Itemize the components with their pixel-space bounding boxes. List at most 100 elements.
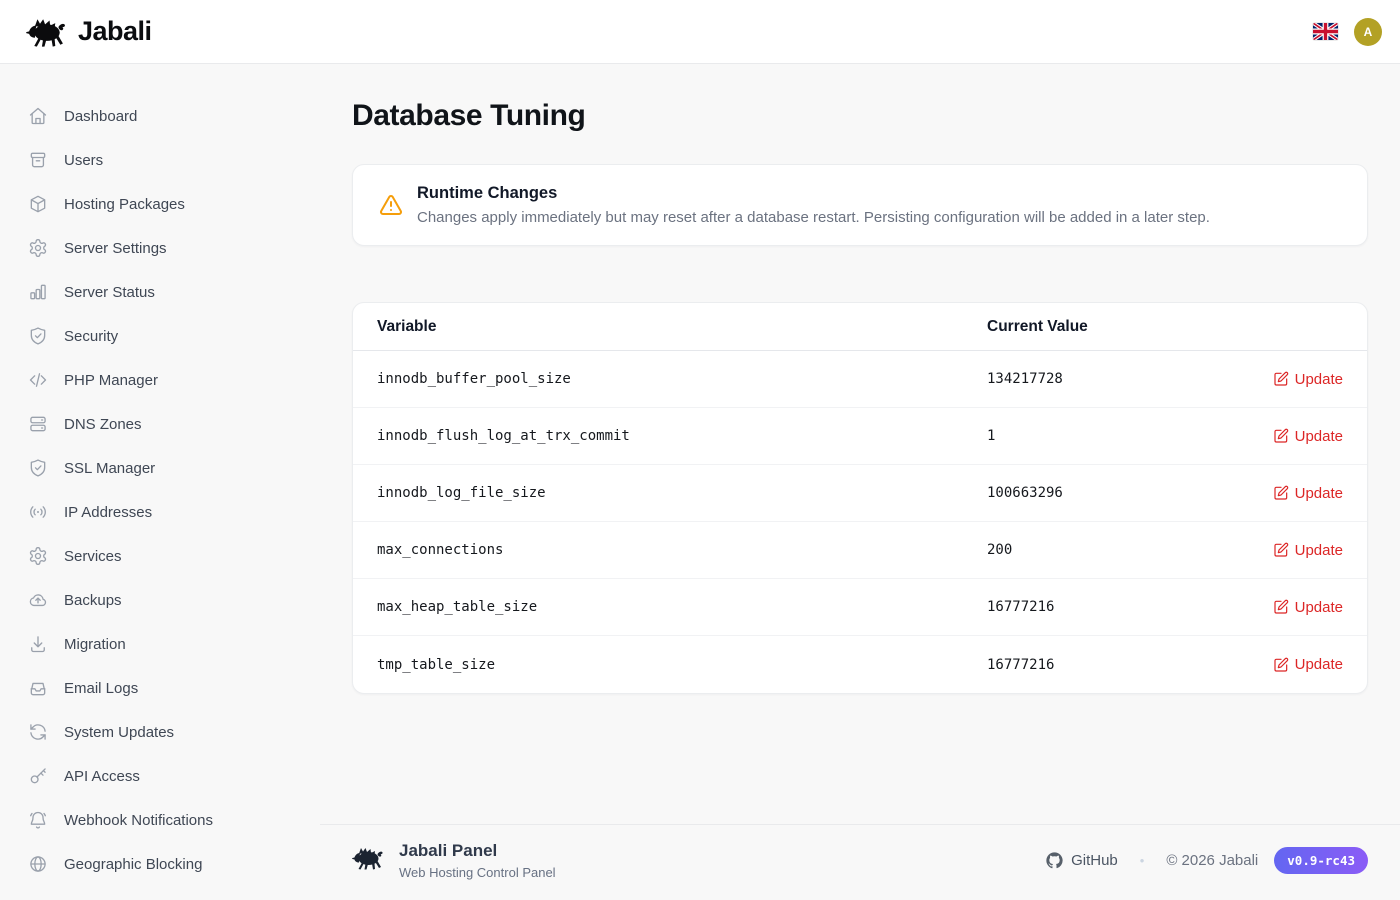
github-label: GitHub: [1071, 852, 1118, 869]
variable-name: innodb_log_file_size: [377, 485, 546, 501]
sidebar-item-label: Geographic Blocking: [64, 855, 203, 873]
top-header: Jabali A: [0, 0, 1400, 64]
table-row: max_heap_table_size 16777216 Update: [353, 579, 1367, 636]
variable-value: 100663296: [987, 485, 1063, 501]
language-flag-uk[interactable]: [1313, 23, 1338, 40]
table-row: max_connections 200 Update: [353, 522, 1367, 579]
variable-value: 200: [987, 542, 1013, 558]
sidebar-item-label: Server Status: [64, 283, 155, 301]
sidebar-item-label: Security: [64, 327, 119, 345]
sidebar-item-services[interactable]: Services: [0, 534, 320, 578]
broadcast-icon: [28, 502, 48, 522]
shield-check-icon: [28, 326, 48, 346]
sidebar-item-label: Backups: [64, 591, 122, 609]
sidebar-item-server-settings[interactable]: Server Settings: [0, 226, 320, 270]
github-link[interactable]: GitHub: [1046, 852, 1118, 869]
version-badge: v0.9-rc43: [1274, 847, 1368, 874]
sidebar-item-label: PHP Manager: [64, 371, 158, 389]
github-icon: [1046, 852, 1063, 869]
table-header-row: Variable Current Value: [353, 303, 1367, 351]
sidebar-item-migration[interactable]: Migration: [0, 622, 320, 666]
sidebar-item-server-status[interactable]: Server Status: [0, 270, 320, 314]
footer-separator: •: [1139, 853, 1145, 868]
db-variables-table: Variable Current Value innodb_buffer_poo…: [352, 302, 1368, 694]
sidebar-item-label: Users: [64, 151, 104, 169]
brand-name: Jabali: [78, 16, 152, 46]
footer-brand: Jabali Panel: [399, 841, 498, 860]
boar-footer-icon: [352, 846, 385, 875]
sidebar-item-label: Services: [64, 547, 122, 565]
variable-value: 134217728: [987, 371, 1063, 387]
sidebar-item-system-updates[interactable]: System Updates: [0, 710, 320, 754]
refresh-icon: [28, 722, 48, 742]
warning-triangle-icon: [379, 193, 403, 217]
update-button[interactable]: Update: [1273, 485, 1343, 502]
update-button[interactable]: Update: [1273, 542, 1343, 559]
brand-logo[interactable]: Jabali: [26, 16, 152, 48]
gear-icon: [28, 238, 48, 258]
edit-icon: [1274, 485, 1288, 500]
shield-check-icon: [28, 458, 48, 478]
sidebar-item-ssl-manager[interactable]: SSL Manager: [0, 446, 320, 490]
server-stack-icon: [28, 414, 48, 434]
table-row: tmp_table_size 16777216 Update: [353, 636, 1367, 693]
edit-icon: [1274, 657, 1288, 672]
sidebar-item-backups[interactable]: Backups: [0, 578, 320, 622]
users-icon: [28, 150, 48, 170]
variable-value: 16777216: [987, 599, 1055, 615]
sidebar-item-dashboard[interactable]: Dashboard: [0, 94, 320, 138]
sidebar-item-label: DNS Zones: [64, 415, 142, 433]
footer-copyright: © 2026 Jabali: [1166, 852, 1259, 869]
user-avatar[interactable]: A: [1354, 17, 1382, 46]
sidebar-item-webhook-notifications[interactable]: Webhook Notifications: [0, 798, 320, 842]
edit-icon: [1274, 371, 1288, 386]
sidebar-item-email-logs[interactable]: Email Logs: [0, 666, 320, 710]
cloud-upload-icon: [28, 590, 48, 610]
sidebar-item-php-manager[interactable]: PHP Manager: [0, 358, 320, 402]
sidebar-item-label: Dashboard: [64, 107, 138, 125]
sidebar-item-label: Migration: [64, 635, 126, 653]
sidebar-item-label: Email Logs: [64, 679, 139, 697]
update-button[interactable]: Update: [1273, 656, 1343, 673]
sidebar-item-label: Server Settings: [64, 239, 167, 257]
sidebar-item-api-access[interactable]: API Access: [0, 754, 320, 798]
sidebar-item-users[interactable]: Users: [0, 138, 320, 182]
sidebar-item-security[interactable]: Security: [0, 314, 320, 358]
code-icon: [28, 370, 48, 390]
page-title: Database Tuning: [352, 99, 586, 132]
footer-tagline: Web Hosting Control Panel: [399, 865, 556, 880]
table-row: innodb_log_file_size 100663296 Update: [353, 465, 1367, 522]
gear-icon: [28, 546, 48, 566]
runtime-changes-alert: Runtime Changes Changes apply immediatel…: [352, 164, 1368, 246]
bell-icon: [28, 810, 48, 830]
edit-icon: [1274, 599, 1288, 614]
sidebar-item-geographic-blocking[interactable]: Geographic Blocking: [0, 842, 320, 886]
sidebar-item-hosting-packages[interactable]: Hosting Packages: [0, 182, 320, 226]
key-icon: [28, 766, 48, 786]
alert-message: Changes apply immediately but may reset …: [417, 209, 1210, 226]
sidebar-item-label: API Access: [64, 767, 140, 785]
sidebar-item-dns-zones[interactable]: DNS Zones: [0, 402, 320, 446]
sidebar-item-label: SSL Manager: [64, 459, 156, 477]
table-row: innodb_buffer_pool_size 134217728 Update: [353, 351, 1367, 408]
update-button[interactable]: Update: [1273, 371, 1343, 388]
sidebar-item-ip-addresses[interactable]: IP Addresses: [0, 490, 320, 534]
main-content: Database Tuning Runtime Changes Changes …: [320, 64, 1400, 900]
bar-chart-icon: [28, 282, 48, 302]
update-button[interactable]: Update: [1273, 428, 1343, 445]
page-footer: Jabali Panel Web Hosting Control Panel G…: [320, 824, 1400, 880]
sidebar-item-label: System Updates: [64, 723, 175, 741]
variable-name: tmp_table_size: [377, 656, 496, 673]
boar-logo-icon: [26, 16, 68, 48]
sidebar-item-label: IP Addresses: [64, 503, 153, 521]
variable-name: max_heap_table_size: [377, 599, 538, 615]
home-icon: [28, 106, 48, 126]
update-button[interactable]: Update: [1273, 599, 1343, 616]
globe-icon: [28, 854, 48, 874]
edit-icon: [1274, 428, 1288, 443]
column-header-current-value: Current Value: [987, 317, 1088, 335]
package-icon: [28, 194, 48, 214]
sidebar-item-label: Hosting Packages: [64, 195, 185, 213]
sidebar-nav: Dashboard Users Hosting Packages Server …: [0, 64, 320, 900]
inbox-icon: [28, 678, 48, 698]
